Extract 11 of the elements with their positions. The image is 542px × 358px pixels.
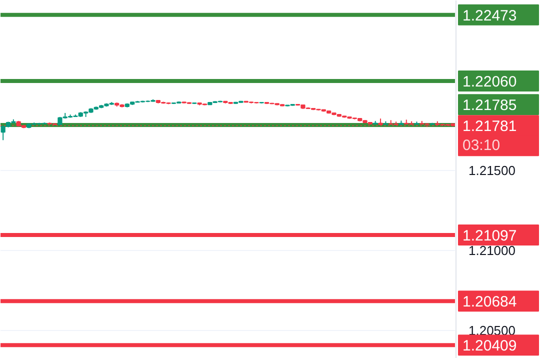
ref-line-label: 1.21781 xyxy=(462,118,517,136)
y-tick-label: 1.20500 xyxy=(468,323,516,338)
ref-line-label: 1.21097 xyxy=(462,228,517,245)
ref-line-label: 1.22473 xyxy=(462,7,517,24)
y-tick-label: 1.21500 xyxy=(468,163,516,178)
ref-line-label: 1.22060 xyxy=(462,73,517,90)
ref-line-label: 1.20409 xyxy=(462,338,517,355)
ref-line-label: 1.21785 xyxy=(462,97,517,114)
ref-line-label: 1.20684 xyxy=(462,294,517,311)
y-tick-label: 1.21000 xyxy=(468,243,516,258)
text: 03:10 xyxy=(462,137,500,154)
